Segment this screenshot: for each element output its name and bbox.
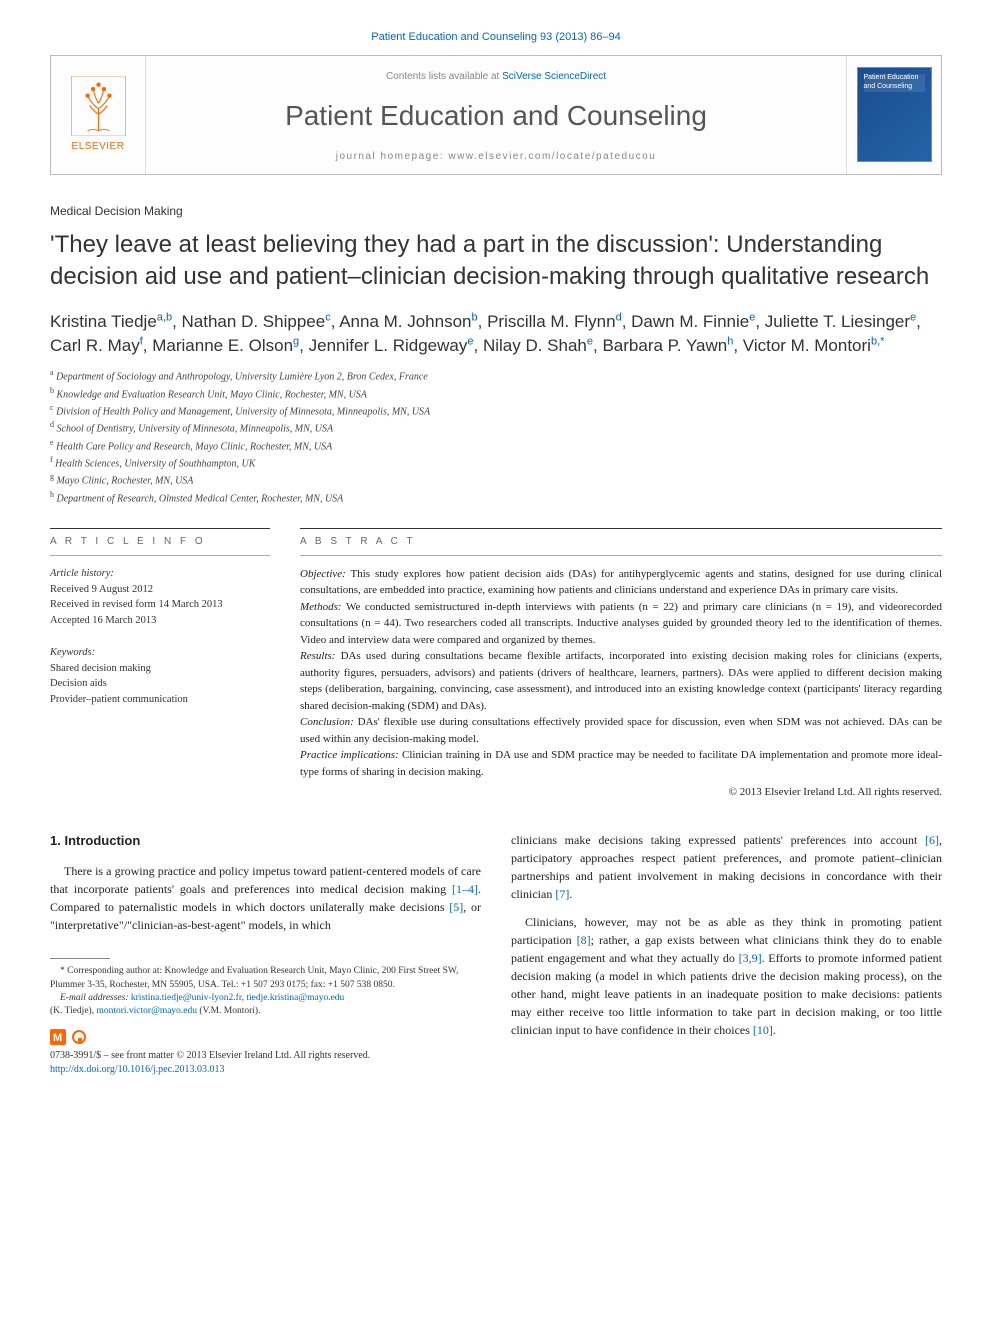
abstract-header: A B S T R A C T (300, 528, 942, 556)
article-info-header: A R T I C L E I N F O (50, 528, 270, 556)
email-link[interactable]: montori.victor@mayo.edu (96, 1006, 197, 1016)
section-heading: 1. Introduction (50, 831, 481, 851)
journal-title: Patient Education and Counseling (156, 96, 836, 135)
homepage-link[interactable]: www.elsevier.com/locate/pateducou (448, 151, 656, 162)
affiliations-list: a Department of Sociology and Anthropolo… (50, 367, 942, 506)
citation-link[interactable]: [6] (925, 833, 939, 847)
citation-link[interactable]: [8] (577, 933, 591, 947)
article-history: Article history: Received 9 August 2012 … (50, 566, 270, 629)
citation-link[interactable]: [10] (753, 1023, 773, 1037)
publisher-name: ELSEVIER (72, 140, 125, 154)
citation-link[interactable]: [3,9] (739, 951, 762, 965)
open-access-icons (50, 1029, 481, 1045)
article-section: Medical Decision Making (50, 203, 942, 220)
open-access-icon (72, 1030, 86, 1044)
journal-homepage: journal homepage: www.elsevier.com/locat… (156, 150, 836, 164)
journal-cover[interactable]: Patient Education and Counseling (846, 56, 941, 173)
doi-link[interactable]: http://dx.doi.org/10.1016/j.pec.2013.03.… (50, 1064, 225, 1075)
article-title: 'They leave at least believing they had … (50, 229, 942, 291)
publisher-logo[interactable]: ELSEVIER (51, 56, 146, 173)
keywords: Keywords: Shared decision making Decisio… (50, 645, 270, 708)
sciencedirect-link[interactable]: SciVerse ScienceDirect (502, 71, 606, 82)
authors-list: Kristina Tiedjea,b, Nathan D. Shippeec, … (50, 310, 942, 358)
elsevier-tree-icon (71, 76, 126, 136)
body-text: 1. Introduction There is a growing pract… (50, 831, 942, 1077)
crossmark-icon[interactable] (50, 1029, 66, 1045)
citation-link[interactable]: [1–4] (452, 882, 478, 896)
email-link[interactable]: kristina.tiedje@univ-lyon2.fr (131, 993, 242, 1003)
email-link[interactable]: tiedje.kristina@mayo.edu (246, 993, 344, 1003)
abstract-text: Objective: This study explores how patie… (300, 566, 942, 801)
corresponding-author-footnote: * Corresponding author at: Knowledge and… (50, 965, 481, 1018)
abstract-copyright: © 2013 Elsevier Ireland Ltd. All rights … (300, 784, 942, 801)
masthead: ELSEVIER Contents lists available at Sci… (50, 55, 942, 174)
journal-reference[interactable]: Patient Education and Counseling 93 (201… (50, 30, 942, 45)
footer-copyright: 0738-3991/$ – see front matter © 2013 El… (50, 1049, 481, 1077)
citation-link[interactable]: [7] (555, 887, 569, 901)
footnote-separator (50, 958, 110, 959)
citation-link[interactable]: [5] (449, 900, 463, 914)
contents-available: Contents lists available at SciVerse Sci… (156, 70, 836, 84)
